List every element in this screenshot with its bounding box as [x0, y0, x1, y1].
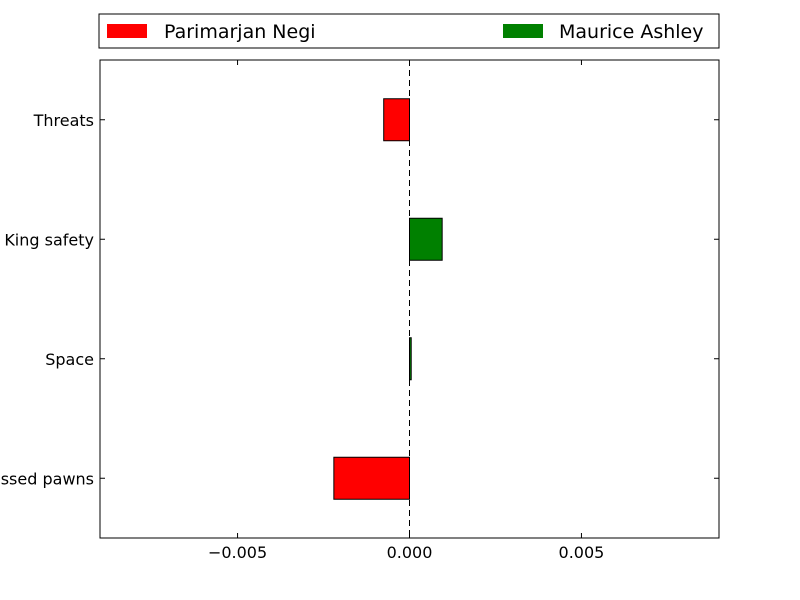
legend: Parimarjan Negi Maurice Ashley: [98, 13, 720, 49]
bar-threats-series-0: [383, 98, 411, 142]
bar-king-safety-series-1: [409, 217, 443, 261]
legend-swatch-series-1: [503, 24, 543, 38]
legend-swatch-series-0: [107, 24, 147, 38]
x-tick-label: 0.000: [387, 543, 433, 562]
bars: [333, 98, 443, 500]
y-tick-label: King safety: [4, 230, 94, 249]
axes: −0.005 0.000 0.005 Threats King safety Space P…: [0, 59, 720, 562]
y-tick-label: Passed pawns: [0, 469, 94, 488]
bar-space-series-1: [409, 337, 412, 381]
y-tick-label: Space: [45, 350, 94, 369]
legend-label-series-1: Maurice Ashley: [559, 21, 704, 43]
legend-label-series-0: Parimarjan Negi: [164, 21, 316, 43]
legend-frame: [98, 13, 720, 49]
x-tick-label: 0.005: [559, 543, 605, 562]
x-tick-label: −0.005: [208, 543, 267, 562]
bar-passed-pawns-series-0: [333, 456, 411, 500]
y-tick-label: Threats: [33, 111, 94, 130]
